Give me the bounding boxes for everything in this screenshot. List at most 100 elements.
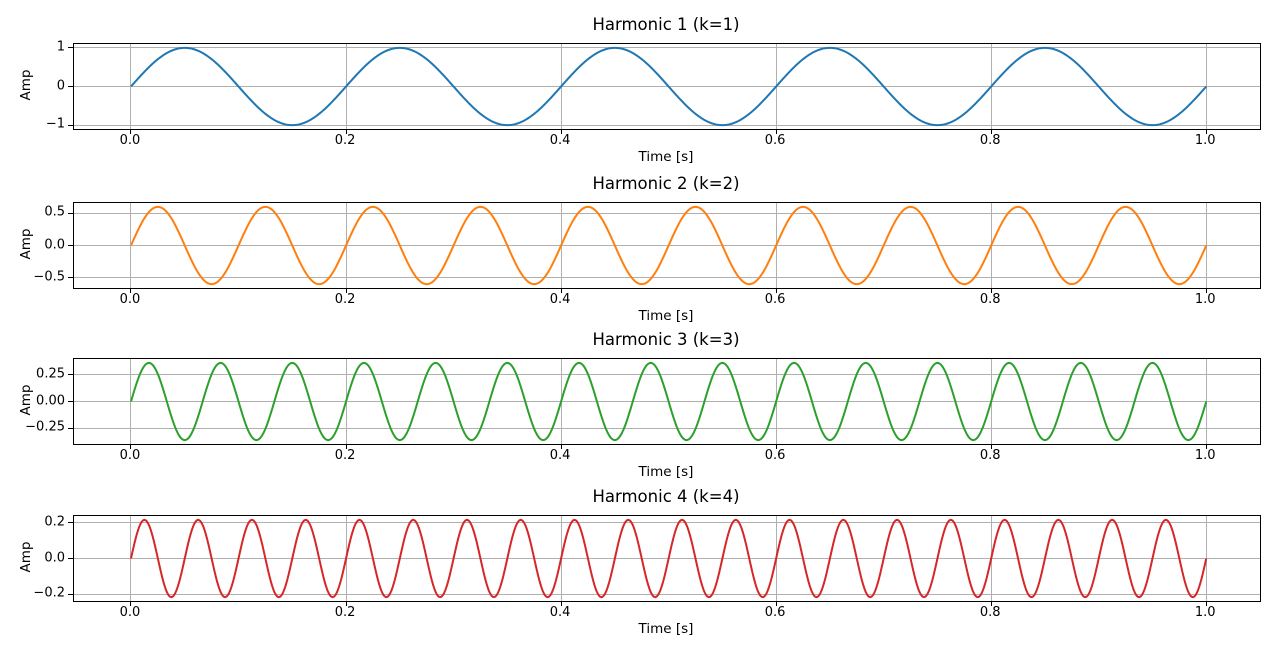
x-tick-mark bbox=[1205, 601, 1207, 606]
x-tick-label: 0.8 bbox=[979, 133, 1001, 148]
subplot-4-title: Harmonic 4 (k=4) bbox=[592, 487, 740, 506]
x-tick-mark bbox=[1205, 288, 1207, 293]
x-tick-label: 0.6 bbox=[764, 605, 786, 620]
subplot-3-plot-area bbox=[68, 358, 1261, 449]
subplot-harmonic-2: Harmonic 2 (k=2) Amp Time [s] 0.0 0.2 0.4 0… bbox=[18, 174, 1261, 324]
subplot-4-x-axis-label: Time [s] bbox=[638, 621, 694, 637]
y-tick-mark bbox=[68, 558, 73, 559]
x-tick-mark bbox=[1205, 129, 1207, 134]
horizontal-gridline bbox=[74, 245, 1260, 246]
x-tick-mark bbox=[990, 444, 992, 449]
x-tick-mark bbox=[560, 444, 562, 449]
y-tick-label: 0.5 bbox=[44, 204, 65, 220]
subplot-2-plot-area bbox=[68, 202, 1261, 293]
horizontal-gridline bbox=[74, 374, 1260, 376]
subplot-harmonic-3: Harmonic 3 (k=3) Amp Time [s] 0.0 0.2 0.4 0… bbox=[18, 330, 1261, 480]
x-tick-label: 0.8 bbox=[979, 448, 1001, 463]
horizontal-gridline bbox=[74, 593, 1260, 595]
sine-wave-path bbox=[130, 205, 1208, 286]
horizontal-gridline bbox=[74, 427, 1260, 429]
x-tick-label: 0.4 bbox=[549, 605, 571, 620]
x-tick-mark bbox=[130, 601, 132, 606]
y-tick-label: 0.00 bbox=[36, 393, 65, 408]
x-tick-label: 0.2 bbox=[334, 448, 356, 463]
y-tick-label: 0.2 bbox=[44, 514, 65, 530]
sine-wave-path bbox=[130, 361, 1208, 442]
y-tick-label: −0.5 bbox=[33, 269, 65, 285]
harmonic-3-sine-curve bbox=[130, 361, 1208, 442]
x-tick-mark bbox=[775, 444, 777, 449]
horizontal-gridline bbox=[74, 86, 1260, 87]
subplot-2-title: Harmonic 2 (k=2) bbox=[592, 174, 740, 193]
subplot-1-title: Harmonic 1 (k=1) bbox=[592, 15, 740, 34]
y-tick-mark bbox=[68, 86, 73, 87]
x-tick-label: 0.2 bbox=[334, 292, 356, 307]
y-tick-label: −1 bbox=[45, 116, 65, 132]
subplot-1-plot-area bbox=[68, 43, 1261, 134]
x-tick-label: 0.2 bbox=[334, 133, 356, 148]
subplot-2-x-axis-label: Time [s] bbox=[638, 308, 694, 324]
y-tick-mark bbox=[68, 124, 73, 126]
x-tick-label: 0.4 bbox=[549, 292, 571, 307]
x-tick-mark bbox=[130, 129, 132, 134]
x-tick-label: 0.4 bbox=[549, 133, 571, 148]
y-tick-mark bbox=[68, 593, 73, 595]
subplot-3-x-axis-label: Time [s] bbox=[638, 464, 694, 480]
y-tick-mark bbox=[68, 47, 73, 49]
x-tick-mark bbox=[345, 601, 347, 606]
y-tick-mark bbox=[68, 401, 73, 402]
subplot-harmonic-4: Harmonic 4 (k=4) Amp Time [s] 0.0 0.2 0.4 0… bbox=[18, 487, 1261, 637]
y-tick-label: −0.2 bbox=[33, 585, 65, 601]
x-tick-label: 0.0 bbox=[119, 292, 141, 307]
x-tick-label: 0.6 bbox=[764, 292, 786, 307]
x-tick-label: 0.0 bbox=[119, 605, 141, 620]
x-tick-mark bbox=[560, 288, 562, 293]
y-tick-label: 0.0 bbox=[44, 550, 65, 565]
horizontal-gridline bbox=[74, 401, 1260, 402]
x-tick-label: 0.0 bbox=[119, 133, 141, 148]
horizontal-gridline bbox=[74, 47, 1260, 49]
x-tick-mark bbox=[345, 288, 347, 293]
y-tick-label: 1 bbox=[56, 39, 65, 55]
y-tick-mark bbox=[68, 245, 73, 246]
horizontal-gridline bbox=[74, 277, 1260, 279]
x-tick-label: 1.0 bbox=[1194, 133, 1216, 148]
x-tick-label: 0.4 bbox=[549, 448, 571, 463]
x-tick-mark bbox=[775, 601, 777, 606]
y-tick-label: 0 bbox=[56, 78, 65, 93]
x-tick-mark bbox=[560, 601, 562, 606]
x-tick-label: 0.8 bbox=[979, 605, 1001, 620]
harmonic-4-sine-curve bbox=[130, 518, 1208, 599]
sine-wave-path bbox=[130, 518, 1208, 599]
y-tick-label: 0.25 bbox=[36, 366, 65, 382]
x-tick-label: 1.0 bbox=[1194, 605, 1216, 620]
subplot-3-title: Harmonic 3 (k=3) bbox=[592, 330, 740, 349]
y-tick-mark bbox=[68, 427, 73, 429]
x-tick-mark bbox=[775, 288, 777, 293]
x-tick-label: 0.8 bbox=[979, 292, 1001, 307]
x-tick-mark bbox=[990, 129, 992, 134]
x-tick-mark bbox=[775, 129, 777, 134]
x-tick-label: 0.0 bbox=[119, 448, 141, 463]
x-tick-mark bbox=[990, 288, 992, 293]
x-tick-mark bbox=[345, 444, 347, 449]
x-tick-mark bbox=[1205, 444, 1207, 449]
x-tick-mark bbox=[130, 444, 132, 449]
x-tick-mark bbox=[990, 601, 992, 606]
x-tick-mark bbox=[560, 129, 562, 134]
sine-wave-path bbox=[130, 46, 1207, 127]
x-tick-label: 0.6 bbox=[764, 133, 786, 148]
x-tick-mark bbox=[130, 288, 132, 293]
x-tick-mark bbox=[345, 129, 347, 134]
horizontal-gridline bbox=[74, 212, 1260, 214]
horizontal-gridline bbox=[74, 124, 1260, 126]
y-tick-mark bbox=[68, 212, 73, 214]
horizontal-gridline bbox=[74, 522, 1260, 524]
subplot-1-x-axis-label: Time [s] bbox=[638, 149, 694, 165]
y-tick-label: −0.25 bbox=[25, 419, 65, 435]
horizontal-gridline bbox=[74, 558, 1260, 559]
y-tick-label: 0.0 bbox=[44, 237, 65, 252]
y-tick-mark bbox=[68, 522, 73, 524]
x-tick-label: 1.0 bbox=[1194, 292, 1216, 307]
